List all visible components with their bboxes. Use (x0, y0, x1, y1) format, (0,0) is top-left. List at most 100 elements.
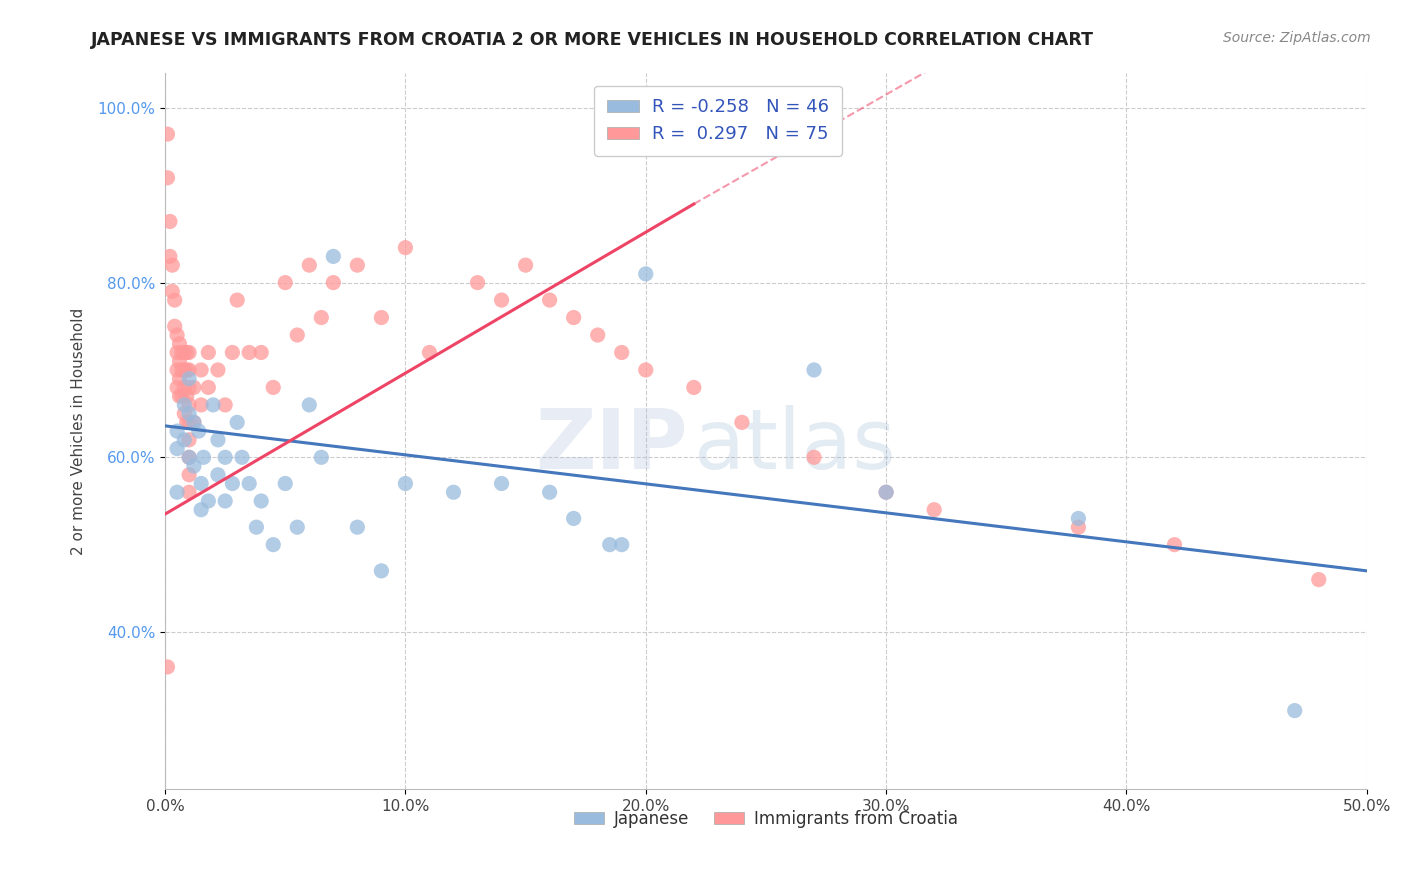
Point (226, 293, 249, 307)
Point (599, 538, 621, 552)
Point (159, 214, 181, 228)
Point (183, 458, 205, 473)
Point (298, 398, 321, 412)
Point (207, 467, 229, 482)
Point (179, 345, 201, 359)
Point (803, 450, 825, 465)
Y-axis label: 2 or more Vehicles in Household: 2 or more Vehicles in Household (72, 308, 86, 555)
Point (562, 310, 585, 325)
Point (179, 372, 201, 386)
Point (1284, 704, 1306, 718)
Point (231, 450, 253, 465)
Point (221, 345, 243, 359)
Point (1067, 520, 1090, 534)
Point (156, 127, 179, 141)
Point (166, 424, 188, 438)
Point (179, 380, 201, 394)
Point (176, 416, 198, 430)
Point (731, 416, 754, 430)
Point (226, 416, 249, 430)
Point (170, 345, 193, 359)
Point (187, 424, 209, 438)
Point (803, 363, 825, 377)
Point (190, 502, 212, 516)
Point (634, 363, 657, 377)
Point (173, 345, 195, 359)
Point (311, 310, 333, 325)
Point (179, 467, 201, 482)
Point (190, 476, 212, 491)
Point (166, 485, 188, 500)
Point (418, 345, 440, 359)
Point (610, 345, 633, 359)
Point (197, 494, 219, 508)
Point (169, 354, 191, 368)
Point (274, 476, 297, 491)
Point (562, 511, 585, 525)
Point (682, 380, 704, 394)
Point (179, 363, 201, 377)
Point (163, 293, 186, 307)
Text: atlas: atlas (693, 405, 896, 486)
Point (238, 345, 260, 359)
Point (197, 380, 219, 394)
Point (250, 345, 273, 359)
Point (610, 538, 633, 552)
Point (1163, 538, 1185, 552)
Point (173, 363, 195, 377)
Point (214, 450, 236, 465)
Point (193, 450, 215, 465)
Point (250, 494, 273, 508)
Point (214, 398, 236, 412)
Point (262, 538, 284, 552)
Point (875, 485, 897, 500)
Point (159, 249, 181, 263)
Point (179, 433, 201, 447)
Point (443, 485, 465, 500)
Point (173, 380, 195, 394)
Point (170, 363, 193, 377)
Point (176, 363, 198, 377)
Point (169, 389, 191, 403)
Text: Source: ZipAtlas.com: Source: ZipAtlas.com (1223, 31, 1371, 45)
Point (875, 485, 897, 500)
Point (394, 476, 416, 491)
Point (176, 345, 198, 359)
Point (214, 494, 236, 508)
Point (183, 416, 205, 430)
Point (173, 398, 195, 412)
Point (163, 319, 186, 334)
Point (162, 285, 184, 299)
Point (169, 336, 191, 351)
Point (285, 520, 308, 534)
Point (285, 328, 308, 343)
Point (586, 328, 609, 343)
Point (322, 249, 344, 263)
Point (370, 310, 392, 325)
Point (190, 363, 212, 377)
Point (394, 241, 416, 255)
Point (190, 398, 212, 412)
Point (166, 380, 188, 394)
Point (922, 502, 945, 516)
Point (245, 520, 267, 534)
Point (538, 293, 561, 307)
Point (183, 416, 205, 430)
Point (179, 450, 201, 465)
Point (634, 267, 657, 281)
Point (262, 380, 284, 394)
Point (322, 276, 344, 290)
Point (179, 398, 201, 412)
Point (197, 345, 219, 359)
Point (176, 389, 198, 403)
Point (238, 476, 260, 491)
Point (346, 258, 368, 272)
Point (173, 407, 195, 421)
Point (179, 450, 201, 465)
Point (166, 442, 188, 456)
Point (274, 276, 297, 290)
Point (515, 258, 537, 272)
Point (207, 363, 229, 377)
Point (156, 170, 179, 185)
Point (166, 345, 188, 359)
